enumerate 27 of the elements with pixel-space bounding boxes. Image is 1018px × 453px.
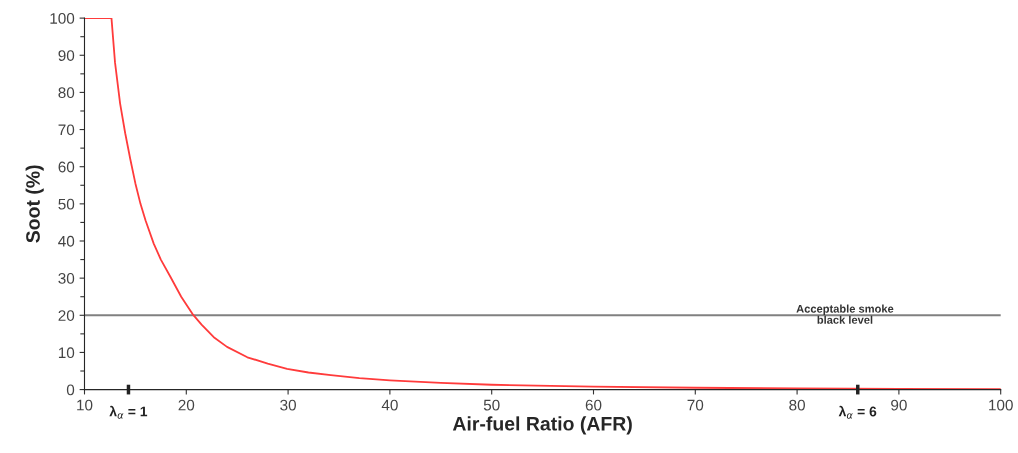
line-series: [84, 18, 1001, 390]
y-tick-label: 70: [58, 124, 75, 136]
x-tick-label: 70: [687, 399, 704, 411]
x-tick-label: 10: [77, 399, 93, 411]
y-tick-label: 20: [58, 310, 75, 321]
y-tick-label: 30: [58, 273, 75, 284]
x-tick-label: 80: [789, 399, 805, 411]
x-tick-label: 50: [483, 399, 500, 411]
y-axis-title: Soot (%): [25, 165, 44, 243]
y-tick-label: 40: [58, 235, 75, 247]
x-tick-label: 20: [178, 399, 195, 411]
x-tick-label: 100: [989, 399, 1013, 411]
y-tick-label: 80: [58, 87, 75, 99]
y-tick-label: 60: [58, 161, 75, 173]
y-tick-label: 50: [58, 198, 75, 210]
text: λ$_{α}$ = 1: [109, 405, 148, 419]
ref-line-label: Acceptable smoke black level: [796, 304, 894, 324]
y-tick-label: 100: [50, 12, 75, 24]
x-tick-label: 30: [280, 399, 296, 411]
x-tick-label: 60: [585, 399, 602, 411]
text: λ$_{α}$ = 6: [838, 405, 877, 419]
y-tick-label: 10: [58, 347, 75, 359]
y-tick-label: 90: [58, 50, 75, 61]
x-tick-label: 90: [891, 399, 907, 411]
x-axis-title: Air-fuel Ratio (AFR): [452, 416, 632, 435]
x-tick-label: 40: [381, 399, 398, 411]
y-tick-label: 0: [66, 384, 75, 396]
